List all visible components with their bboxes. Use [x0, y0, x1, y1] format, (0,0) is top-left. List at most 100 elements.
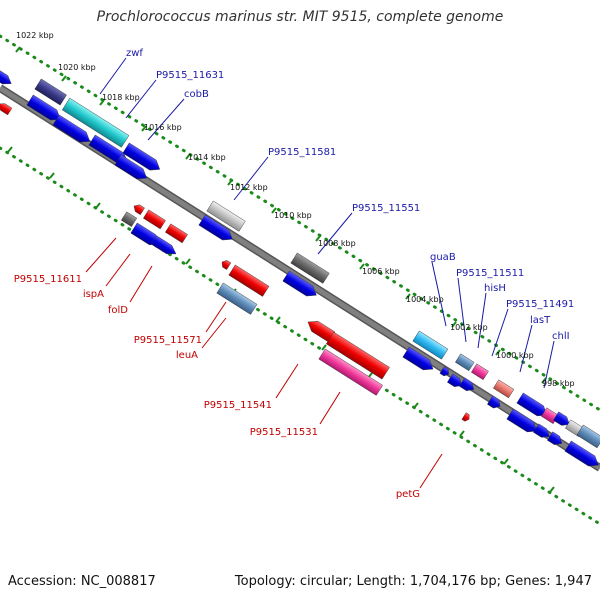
gene-feature — [461, 412, 470, 422]
gene-feature — [122, 142, 161, 171]
kbp-tick — [321, 344, 327, 351]
kbp-tick — [413, 402, 419, 409]
gene-feature — [282, 270, 317, 297]
gene-feature — [0, 69, 12, 85]
kbp-label: 1000 kbp — [496, 351, 534, 360]
gene-feature — [402, 346, 434, 371]
kbp-label: 1020 kbp — [58, 63, 96, 72]
gene-feature — [487, 395, 501, 409]
forward-gene-label: cobB — [184, 89, 209, 100]
forward-gene-label: zwf — [126, 48, 143, 59]
forward-label-leader — [147, 98, 185, 141]
gene-feature — [228, 264, 270, 297]
reverse-gene-label: folD — [108, 305, 128, 316]
kbp-label: 1010 kbp — [274, 211, 312, 220]
kbp-tick — [61, 75, 67, 82]
kbp-tick — [359, 263, 365, 270]
reverse-label-leader — [129, 265, 153, 303]
reverse-gene-label: P9515_11571 — [134, 335, 202, 346]
kbp-tick — [7, 146, 13, 153]
kbp-label: 1004 kbp — [406, 295, 444, 304]
gene-feature — [533, 423, 550, 438]
kbp-ruler-labels: 1022 kbp 1020 kbp 1018 kbp 1016 kbp 1014 kbp… — [16, 31, 575, 388]
kbp-tick — [95, 202, 101, 209]
forward-gene-labels: zwf P9515_11631 cobB P9515_11581 P9515_11551… — [126, 48, 574, 342]
forward-label-leader — [233, 156, 269, 201]
gene-feature — [459, 377, 475, 391]
gene-feature — [547, 431, 563, 445]
kbp-tick — [315, 235, 321, 242]
gene-feature — [114, 154, 148, 180]
gene-feature — [133, 204, 145, 216]
lower-dotted-track — [0, 146, 600, 526]
map-title: Prochlorococcus marinus str. MIT 9515, c… — [96, 9, 504, 25]
kbp-tick — [459, 430, 465, 437]
kbp-label: 1022 kbp — [16, 31, 54, 40]
kbp-tick — [227, 179, 233, 186]
gene-feature — [493, 379, 515, 399]
upper-dotted-track — [0, 34, 600, 412]
forward-gene-label: P9515_11511 — [456, 268, 524, 279]
gene-features — [0, 69, 600, 467]
gene-feature — [318, 348, 383, 396]
forward-label-leader — [519, 324, 533, 373]
kbp-tick — [495, 349, 501, 356]
kbp-tick — [271, 207, 277, 214]
kbp-label: 1012 kbp — [230, 183, 268, 192]
topology-summary: Topology: circular; Length: 1,704,176 bp… — [234, 574, 592, 589]
kbp-label: 1002 kbp — [450, 323, 488, 332]
gene-feature — [61, 97, 130, 148]
dotted-tracks — [0, 34, 600, 526]
forward-label-leader — [431, 261, 447, 327]
gene-feature — [307, 320, 336, 343]
forward-label-leader — [125, 79, 157, 119]
kbp-tick — [451, 321, 457, 328]
reverse-gene-label: P9515_11611 — [14, 274, 82, 285]
kbp-tick — [185, 258, 191, 265]
reverse-label-leader — [419, 453, 443, 489]
forward-gene-label: P9515_11491 — [506, 299, 574, 310]
forward-gene-label: guaB — [430, 252, 456, 263]
gene-feature — [151, 235, 177, 255]
reverse-gene-label: petG — [396, 489, 420, 500]
kbp-label: 1018 kbp — [102, 93, 140, 102]
gene-feature — [26, 94, 61, 121]
gene-feature — [34, 78, 67, 106]
forward-label-leader — [457, 277, 467, 343]
reverse-label-leader — [105, 253, 131, 287]
forward-gene-label: lasT — [530, 315, 551, 326]
forward-label-leader — [543, 340, 555, 389]
gene-feature — [506, 408, 538, 433]
reverse-label-leader — [275, 363, 299, 399]
reverse-label-leader — [201, 317, 227, 349]
forward-label-leader — [491, 308, 509, 357]
kbp-tick — [141, 125, 147, 132]
reverse-gene-label: ispA — [83, 289, 104, 300]
forward-gene-label: P9515_11631 — [156, 70, 224, 81]
reverse-label-leader — [205, 301, 227, 333]
kbp-label: 1006 kbp — [362, 267, 400, 276]
kbp-tick — [15, 46, 21, 53]
forward-label-leader — [317, 212, 353, 255]
label-leaders — [85, 57, 555, 489]
kbp-tick — [549, 486, 555, 493]
forward-gene-label: hisH — [484, 283, 506, 294]
gene-feature — [121, 211, 138, 227]
kbp-tick — [99, 99, 105, 106]
gene-feature — [553, 411, 570, 426]
kbp-label: 1008 kbp — [318, 239, 356, 248]
reverse-gene-label: leuA — [176, 350, 198, 361]
gene-feature — [412, 330, 449, 360]
kbp-label: 1016 kbp — [144, 123, 182, 132]
kbp-tick — [185, 153, 191, 160]
gene-feature — [143, 209, 166, 230]
reverse-label-leader — [319, 391, 341, 425]
gene-feature — [0, 103, 13, 116]
forward-gene-label: chlI — [552, 331, 570, 342]
gene-feature — [290, 252, 330, 284]
gene-feature — [455, 353, 475, 372]
gene-feature — [325, 331, 390, 380]
gene-feature — [439, 366, 449, 377]
